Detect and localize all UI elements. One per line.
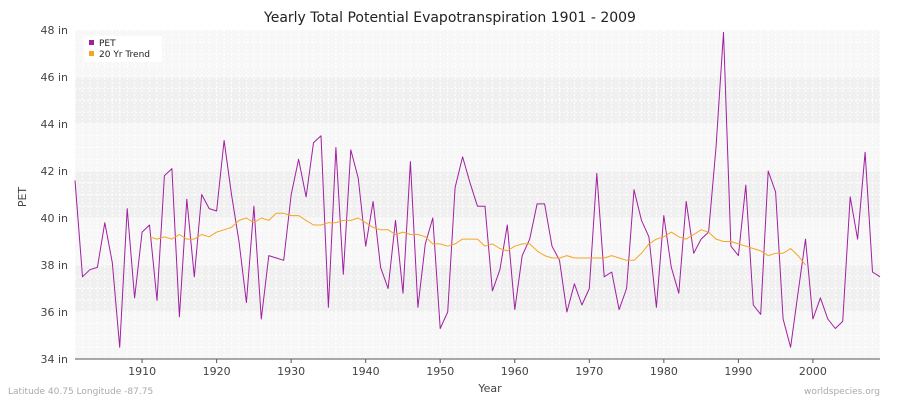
x-tick-label: 2000 <box>799 365 827 378</box>
x-tick-label: 1960 <box>501 365 529 378</box>
legend-swatch-trend <box>89 51 94 56</box>
location-note: Latitude 40.75 Longitude -87.75 <box>8 387 153 397</box>
y-tick-label: 44 in <box>40 118 68 131</box>
x-tick-label: 1910 <box>128 365 156 378</box>
y-tick-label: 36 in <box>40 306 68 319</box>
series-line-pet <box>74 31 881 348</box>
legend: PET 20 Yr Trend <box>84 36 162 62</box>
x-axis-ticks: 1910 1920 1930 1940 1950 1960 1970 1980 1990 2000 <box>128 359 827 378</box>
x-tick-label: 1970 <box>575 365 603 378</box>
y-axis-ticks: 34 in 36 in 38 in 40 in 42 in 44 in 46 in 48 in <box>40 24 68 366</box>
y-axis-label: PET <box>16 187 29 208</box>
series-group <box>74 31 881 348</box>
plot-band <box>75 77 880 124</box>
y-tick-label: 42 in <box>40 165 68 178</box>
plot-band <box>75 265 880 312</box>
chart-title: Yearly Total Potential Evapotranspiratio… <box>263 10 636 26</box>
y-tick-label: 40 in <box>40 212 68 225</box>
y-tick-label: 38 in <box>40 259 68 272</box>
legend-label-trend: 20 Yr Trend <box>99 50 150 60</box>
x-tick-label: 1980 <box>650 365 678 378</box>
x-tick-label: 1930 <box>277 365 305 378</box>
x-axis-label: Year <box>477 382 502 395</box>
legend-label-pet: PET <box>99 39 116 49</box>
legend-swatch-pet <box>89 40 94 45</box>
legend-box <box>84 36 162 62</box>
y-tick-label: 46 in <box>40 71 68 84</box>
x-tick-label: 1950 <box>426 365 454 378</box>
plot-band <box>75 30 880 77</box>
y-tick-label: 34 in <box>40 353 68 366</box>
series-line-trend <box>149 212 806 266</box>
source-note: worldspecies.org <box>804 387 880 397</box>
y-tick-label: 48 in <box>40 24 68 37</box>
x-tick-label: 1990 <box>724 365 752 378</box>
plot-band <box>75 218 880 265</box>
x-tick-label: 1940 <box>352 365 380 378</box>
grid-lines <box>74 29 881 360</box>
x-tick-label: 1920 <box>203 365 231 378</box>
